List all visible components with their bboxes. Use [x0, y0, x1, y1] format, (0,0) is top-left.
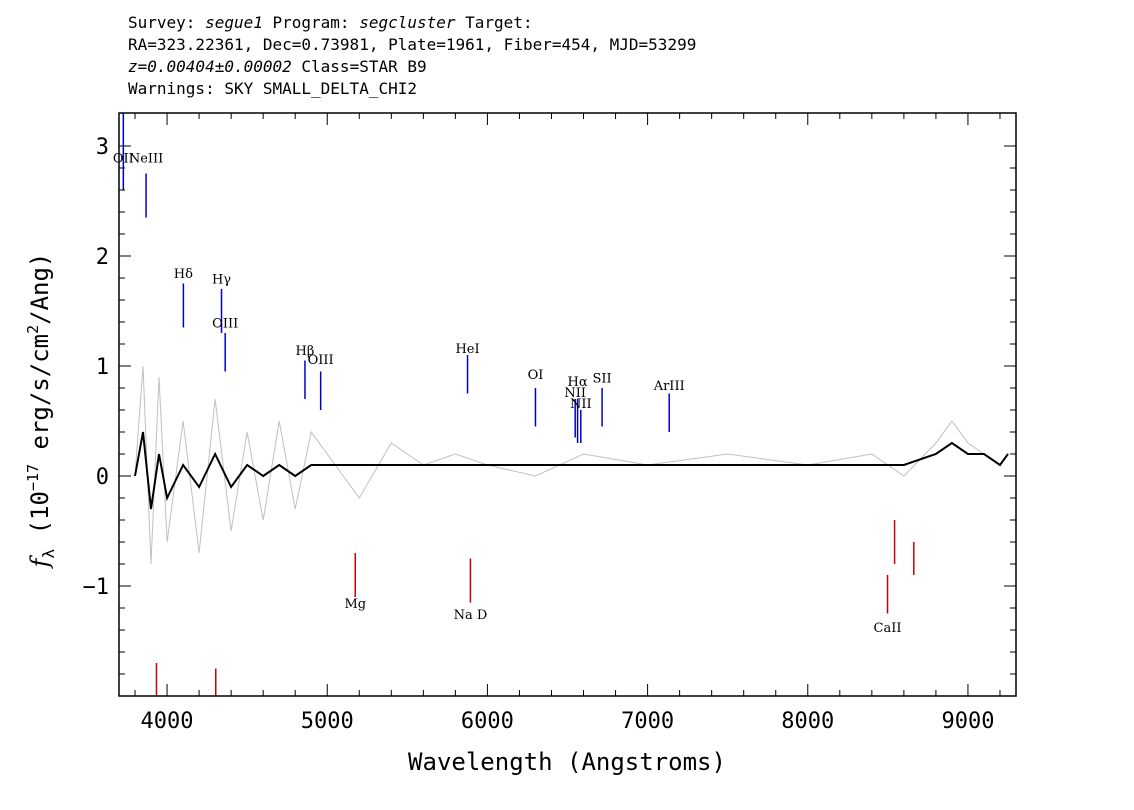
- x-tick-label-1: 5000: [301, 709, 354, 734]
- emission-line-label-12: SII: [593, 372, 612, 387]
- header-line-3: z=0.00404±0.00002 Class=STAR B9: [128, 56, 696, 78]
- emission-line-label-4: OIII: [212, 317, 238, 332]
- emission-line-label-2: Hδ: [174, 267, 193, 282]
- y-tick-label-4: 3: [96, 135, 109, 160]
- emission-line-label-6: OIII: [308, 353, 334, 368]
- y-tick-label-0: −1: [83, 575, 110, 600]
- series-layer: [134, 365, 1009, 565]
- x-tick-label-2: 6000: [461, 709, 514, 734]
- emission-line-label-3: Hγ: [212, 273, 231, 288]
- emission-line-label-11: NII: [570, 397, 592, 412]
- y-axis-label: fλ (10−17 erg/s/cm2/Ang): [24, 253, 58, 570]
- header-line-2: RA=323.22361, Dec=0.73981, Plate=1961, F…: [128, 35, 697, 54]
- emission-line-label-0: OII: [113, 152, 134, 167]
- x-axis-label: Wavelength (Angstroms): [408, 748, 726, 776]
- x-tick-label-3: 7000: [621, 709, 674, 734]
- emission-line-label-13: ArIII: [653, 379, 685, 394]
- header-line-1: Survey: segue1 Program: segcluster Targe…: [128, 13, 533, 32]
- emission-line-label-10: Hα: [568, 375, 588, 390]
- x-tick-label-0: 4000: [141, 709, 194, 734]
- x-tick-label-5: 9000: [941, 709, 994, 734]
- y-tick-label-2: 1: [96, 355, 109, 380]
- ticks-layer: 4000 5000 6000 7000 8000 9000 −1 0 1 2 3: [83, 113, 1016, 734]
- y-tick-label-1: 0: [96, 465, 109, 490]
- absorption-line-label-3: Na D: [454, 608, 488, 623]
- spectrum-series-0: [134, 365, 1009, 565]
- emission-line-label-1: NeIII: [129, 152, 163, 167]
- program-name: segcluster: [359, 13, 456, 32]
- absorption-line-label-2: Mg: [344, 597, 366, 612]
- redshift-value: z=0.00404±0.00002: [128, 57, 292, 76]
- y-tick-label-3: 2: [96, 245, 109, 270]
- emission-line-label-8: OI: [528, 368, 544, 383]
- plot-frame: [118, 112, 1017, 697]
- emission-line-label-9: NII: [564, 386, 586, 401]
- header-line-4: Warnings: SKY SMALL_DELTA_CHI2: [128, 79, 417, 98]
- absorption-line-label-4: CaII: [874, 621, 902, 636]
- emission-line-label-7: HeI: [455, 342, 479, 357]
- survey-name: segue1: [205, 13, 263, 32]
- spectrum-header: Survey: segue1 Program: segcluster Targe…: [128, 12, 696, 100]
- x-tick-label-4: 8000: [781, 709, 834, 734]
- class-value: Class=STAR B9: [291, 57, 427, 76]
- emission-line-label-5: Hβ: [296, 344, 315, 359]
- spectrum-series-1: [134, 431, 1009, 510]
